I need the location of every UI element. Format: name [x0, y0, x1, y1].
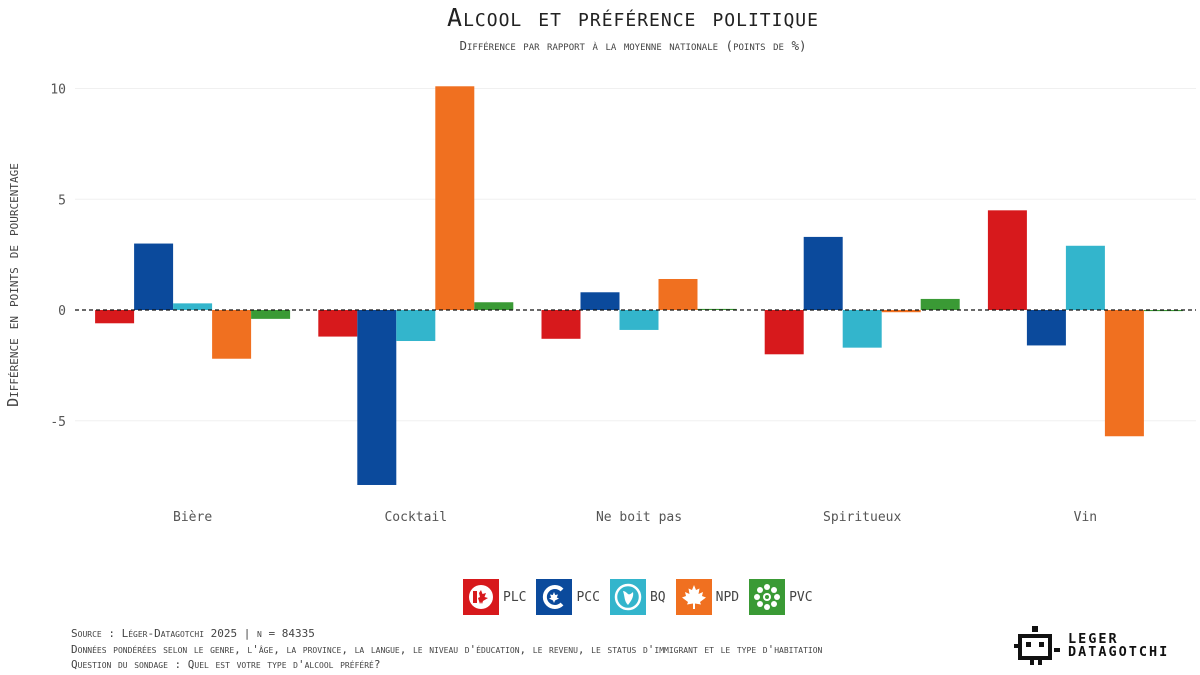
npd-maple-leaf-icon: [675, 579, 712, 615]
bar-npd-1: [435, 86, 475, 310]
logo-line-2: DATAGOTCHI: [1068, 644, 1170, 660]
chart-subtitle: Différence par rapport à la moyenne nati…: [459, 38, 806, 53]
datagotchi-robot-icon: [1014, 626, 1060, 665]
y-tick-label: 0: [58, 304, 66, 319]
x-category-label: Spiritueux: [823, 510, 901, 525]
x-category-label: Ne boit pas: [596, 510, 682, 525]
bar-pvc-0: [251, 310, 291, 319]
legend-label-pcc: PCC: [576, 589, 600, 605]
x-categories: Bière Cocktail Ne boit pas Spiritueux Vin: [173, 510, 1097, 525]
bar-pcc-3: [803, 236, 843, 310]
bar-plc-1: [318, 310, 358, 337]
legend-label-bq: BQ: [649, 589, 666, 605]
question-note: Question du sondage : Quel est votre typ…: [71, 658, 381, 671]
legend-item-plc: PLC: [463, 579, 526, 615]
bar-npd-0: [212, 310, 252, 359]
legend: PLC PCC BQ NPD: [463, 579, 823, 615]
bar-pcc-2: [580, 292, 620, 310]
bar-npd-4: [1104, 310, 1144, 437]
bar-npd-3: [881, 310, 921, 313]
x-category-label: Vin: [1074, 510, 1097, 525]
bar-pvc-2: [697, 308, 737, 310]
bar-plc-4: [987, 210, 1027, 310]
bars: [95, 86, 1183, 485]
bar-bq-2: [619, 310, 659, 330]
y-ticks: -5 0 5 10: [50, 83, 66, 430]
y-tick-label: 5: [58, 193, 66, 208]
footer: Source : Léger-Datagotchi 2025 | n = 843…: [71, 626, 822, 673]
bar-pcc-1: [357, 310, 397, 485]
bar-plc-3: [764, 310, 804, 355]
bar-pcc-0: [134, 243, 174, 310]
legend-item-npd: NPD: [675, 579, 740, 615]
legend-label-npd: NPD: [715, 589, 740, 605]
leger-datagotchi-logo: LEGER DATAGOTCHI: [1014, 626, 1169, 666]
legend-label-plc: PLC: [503, 589, 527, 605]
y-tick-label: 10: [50, 83, 66, 98]
source-note: Source : Léger-Datagotchi 2025 | n = 843…: [71, 627, 315, 640]
x-category-label: Bière: [173, 510, 212, 525]
weights-note: Données pondérées selon le genre, l'âge,…: [71, 642, 823, 656]
legend-item-pvc: PVC: [749, 579, 813, 615]
bq-fleur-icon: [609, 579, 646, 615]
bar-pvc-3: [920, 298, 960, 310]
bar-bq-3: [842, 310, 882, 348]
y-tick-label: -5: [50, 415, 66, 430]
legend-item-pcc: PCC: [536, 579, 600, 615]
x-category-label: Cocktail: [384, 510, 447, 525]
bar-plc-0: [95, 310, 135, 324]
bar-bq-0: [173, 303, 213, 310]
legend-item-bq: BQ: [609, 579, 666, 615]
bar-bq-4: [1065, 245, 1105, 310]
bar-pcc-4: [1026, 310, 1066, 346]
legend-label-pvc: PVC: [789, 589, 813, 605]
pvc-flower-icon: [749, 579, 786, 615]
plc-maple-leaf-icon: [463, 579, 499, 615]
y-axis-label: Différence en points de pourcentage: [4, 163, 22, 407]
bar-npd-2: [658, 278, 698, 310]
chart-title: Alcool et préférence politique: [447, 3, 819, 32]
bar-bq-1: [396, 310, 436, 342]
bar-plc-2: [541, 310, 581, 339]
logo-line-1: LEGER: [1068, 631, 1119, 647]
pcc-c-leaf-icon: [536, 579, 573, 615]
bar-pvc-1: [474, 302, 514, 310]
grid: [75, 88, 1196, 422]
